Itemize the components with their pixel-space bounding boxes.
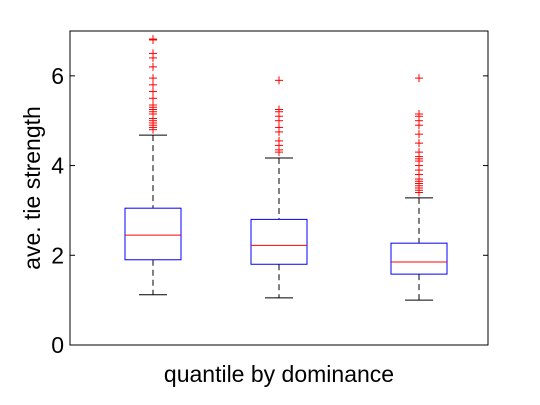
outlier-marker xyxy=(415,139,423,148)
outlier-marker xyxy=(149,80,157,89)
outlier-marker xyxy=(275,136,283,145)
iqr-box xyxy=(390,242,448,275)
outlier-marker xyxy=(149,94,157,103)
y-axis-ticks: 0 2 4 6 xyxy=(51,63,488,358)
y-axis-label: ave. tie strength xyxy=(19,106,45,270)
outlier-marker xyxy=(275,105,283,114)
outlier-marker xyxy=(149,62,157,71)
outlier-marker xyxy=(415,130,423,139)
outlier-marker xyxy=(149,74,157,83)
outlier-marker xyxy=(149,101,157,110)
x-axis-label: quantile by dominance xyxy=(164,361,394,387)
box-2 xyxy=(250,76,308,299)
y-tick-label: 0 xyxy=(51,332,64,358)
outlier-marker xyxy=(415,148,423,157)
outlier-marker xyxy=(275,123,283,132)
plot-area-frame xyxy=(69,30,489,346)
outlier-marker xyxy=(275,76,283,85)
iqr-box xyxy=(250,218,308,265)
y-tick-label: 4 xyxy=(51,153,64,179)
y-tick-label: 2 xyxy=(51,242,64,268)
box-1 xyxy=(124,35,182,296)
outlier-marker xyxy=(149,87,157,96)
outlier-marker xyxy=(415,74,423,83)
outlier-marker xyxy=(149,49,157,58)
outlier-marker xyxy=(149,35,157,44)
box-series xyxy=(124,35,448,301)
outlier-marker xyxy=(415,109,423,118)
box-3 xyxy=(390,74,448,301)
y-tick-label: 6 xyxy=(51,63,64,89)
iqr-box xyxy=(124,207,182,261)
